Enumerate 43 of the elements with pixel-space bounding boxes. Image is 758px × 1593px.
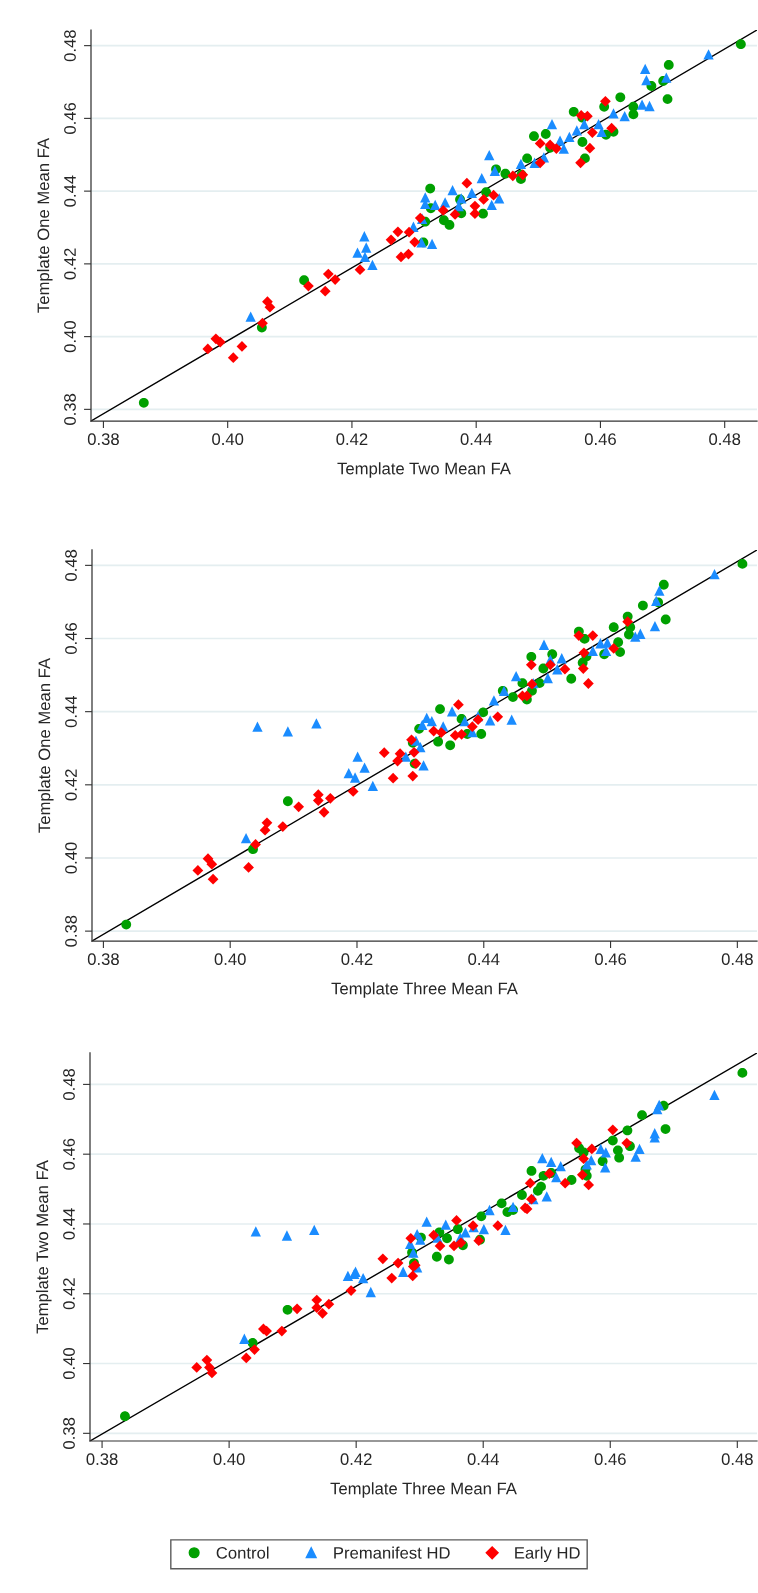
x-tick-label: 0.46 (594, 953, 627, 966)
x-axis-title: Template Three Mean FA (330, 1482, 517, 1498)
x-tick-label: 0.46 (584, 433, 616, 446)
x-tick-label: 0.44 (460, 433, 492, 446)
x-tick-label: 0.40 (214, 953, 246, 966)
x-tick-label: 0.40 (212, 433, 244, 446)
legend-label: Early HD (515, 1546, 580, 1563)
legend-label: Control (216, 1546, 269, 1559)
legend-label: Premanifest HD (334, 1546, 450, 1559)
y-tick-label: 0.46 (63, 1138, 75, 1170)
x-tick-label: 0.42 (341, 953, 373, 966)
x-tick-label: 0.42 (336, 433, 368, 446)
y-tick-label: 0.40 (63, 1347, 75, 1380)
y-tick-label: 0.48 (64, 30, 76, 62)
y-tick-label: 0.38 (64, 393, 76, 425)
y-tick-label: 0.40 (64, 321, 76, 353)
y-axis-title: Template One Mean FA (37, 137, 53, 313)
y-tick-label: 0.46 (65, 623, 77, 655)
y-tick-label: 0.40 (65, 842, 77, 874)
y-tick-label: 0.44 (63, 1208, 75, 1240)
x-tick-label: 0.42 (340, 1453, 372, 1466)
x-tick-label: 0.48 (721, 953, 753, 966)
x-tick-label: 0.44 (468, 953, 500, 966)
x-tick-label: 0.38 (87, 433, 119, 446)
x-axis-title: Template Three Mean FA (331, 982, 518, 998)
y-tick-label: 0.46 (64, 102, 76, 134)
y-axis-title: Template One Mean FA (38, 657, 54, 833)
y-tick-label: 0.42 (63, 1278, 75, 1310)
x-tick-label: 0.48 (709, 433, 741, 446)
y-tick-label: 0.48 (65, 549, 77, 581)
y-tick-label: 0.44 (64, 175, 76, 207)
y-tick-label: 0.48 (63, 1068, 75, 1100)
y-tick-label: 0.42 (64, 248, 76, 280)
y-tick-label: 0.42 (65, 769, 77, 801)
x-tick-label: 0.40 (213, 1453, 245, 1466)
x-tick-label: 0.46 (594, 1453, 626, 1466)
y-axis-title: Template Two Mean FA (36, 1160, 52, 1334)
x-axis-title: Template Two Mean FA (337, 462, 511, 478)
y-tick-label: 0.44 (65, 695, 77, 728)
x-tick-label: 0.38 (87, 953, 119, 966)
x-tick-label: 0.38 (86, 1453, 118, 1466)
x-tick-label: 0.48 (721, 1453, 753, 1466)
x-tick-label: 0.44 (467, 1453, 499, 1466)
